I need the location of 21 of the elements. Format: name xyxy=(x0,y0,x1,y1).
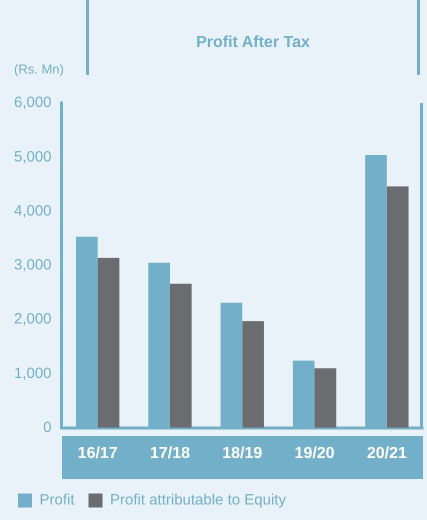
y-tick-label: 2,000 xyxy=(14,310,52,328)
x-tick-label: 17/18 xyxy=(150,444,190,462)
y-tick-label: 0 xyxy=(43,418,52,436)
bar xyxy=(314,368,336,428)
y-axis-title: (Rs. Mn) xyxy=(14,62,64,77)
bar xyxy=(386,186,409,428)
legend-label: Profit xyxy=(40,492,76,509)
bar xyxy=(242,321,264,428)
x-tick-label: 18/19 xyxy=(222,444,262,462)
y-tick-label: 4,000 xyxy=(14,202,52,220)
x-tick-label: 19/20 xyxy=(294,444,335,462)
chart-title: Profit After Tax xyxy=(195,34,311,52)
x-tick-label: 20/21 xyxy=(366,444,407,462)
bar xyxy=(170,284,192,428)
legend-label: Profit attributable to Equity xyxy=(110,492,286,509)
y-tick-label: 1,000 xyxy=(14,364,52,382)
y-tick-label: 6,000 xyxy=(14,94,52,112)
y-tick-label: 5,000 xyxy=(14,148,52,166)
bar xyxy=(98,258,120,428)
y-tick-label: 3,000 xyxy=(14,256,52,274)
x-tick-label: 16/17 xyxy=(78,444,118,462)
